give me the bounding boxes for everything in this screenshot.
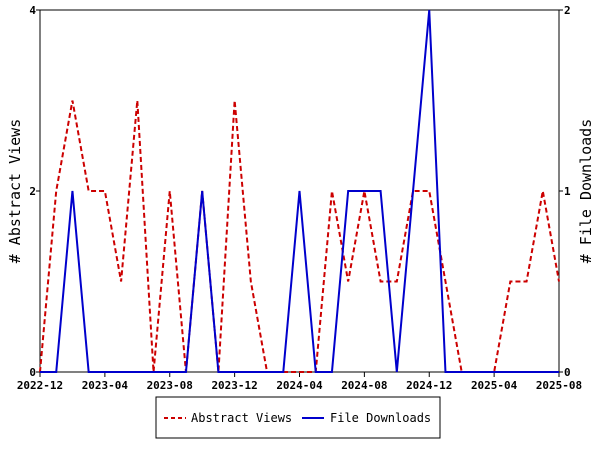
x-tick-label: 2024-08 <box>341 379 387 392</box>
legend-label-abstract-views: Abstract Views <box>191 411 292 425</box>
y-right-axis-title: # File Downloads <box>577 119 595 264</box>
x-tick-label: 2024-12 <box>406 379 452 392</box>
x-tick-label: 2023-12 <box>211 379 257 392</box>
legend: Abstract Views File Downloads <box>156 397 440 438</box>
x-tick-label: 2024-04 <box>276 379 323 392</box>
x-axis-ticks: 2022-12 2023-04 2023-08 2023-12 2024-04 2024-… <box>17 372 582 392</box>
y-right-tick-label: 2 <box>564 4 571 17</box>
x-tick-label: 2023-04 <box>82 379 129 392</box>
x-tick-label: 2022-12 <box>17 379 63 392</box>
y-left-tick-label: 0 <box>29 366 36 379</box>
legend-label-file-downloads: File Downloads <box>330 411 431 425</box>
x-tick-label: 2025-08 <box>536 379 582 392</box>
y-left-tick-label: 4 <box>29 4 36 17</box>
y-right-axis-ticks: 0 1 2 <box>559 4 571 379</box>
y-left-tick-label: 2 <box>29 185 36 198</box>
y-left-axis-title: # Abstract Views <box>6 119 24 264</box>
y-right-tick-label: 0 <box>564 366 571 379</box>
x-tick-label: 2023-08 <box>147 379 193 392</box>
y-left-axis-ticks: 0 2 4 <box>29 4 40 379</box>
y-right-tick-label: 1 <box>564 185 571 198</box>
x-tick-label: 2025-04 <box>471 379 518 392</box>
